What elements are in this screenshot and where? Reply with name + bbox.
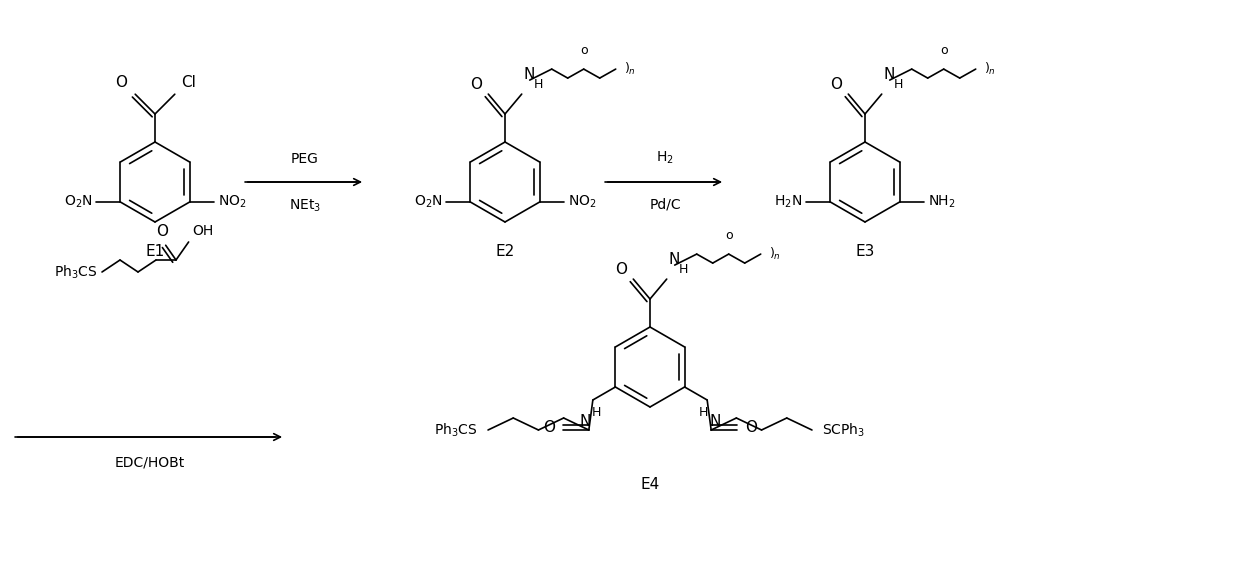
Text: O: O (156, 224, 167, 239)
Text: E2: E2 (495, 244, 515, 259)
Text: Ph$_3$CS: Ph$_3$CS (55, 263, 98, 281)
Text: H$_2$N: H$_2$N (774, 194, 802, 210)
Text: O$_2$N: O$_2$N (414, 194, 443, 210)
Text: O: O (831, 77, 842, 92)
Text: H: H (593, 406, 601, 419)
Text: O: O (470, 77, 482, 92)
Text: )$_n$: )$_n$ (624, 61, 636, 77)
Text: E4: E4 (640, 477, 660, 492)
Text: N: N (579, 414, 590, 429)
Text: NO$_2$: NO$_2$ (218, 194, 247, 210)
Text: O: O (615, 262, 627, 277)
Text: H: H (894, 78, 903, 91)
Text: H: H (698, 406, 708, 419)
Text: H: H (533, 78, 543, 91)
Text: O: O (115, 75, 128, 90)
Text: N: N (884, 67, 895, 82)
Text: )$_n$: )$_n$ (983, 61, 996, 77)
Text: NO$_2$: NO$_2$ (568, 194, 596, 210)
Text: NH$_2$: NH$_2$ (928, 194, 955, 210)
Text: )$_n$: )$_n$ (769, 246, 781, 262)
Text: Ph$_3$CS: Ph$_3$CS (434, 422, 479, 439)
Text: Pd/C: Pd/C (650, 198, 681, 212)
Text: H: H (678, 263, 688, 276)
Text: o: o (580, 44, 588, 57)
Text: NEt$_3$: NEt$_3$ (289, 198, 321, 214)
Text: Cl: Cl (181, 75, 196, 90)
Text: o: o (725, 229, 733, 242)
Text: N: N (709, 414, 720, 429)
Text: N: N (523, 67, 536, 82)
Text: E1: E1 (145, 244, 165, 259)
Text: o: o (940, 44, 947, 57)
Text: SCPh$_3$: SCPh$_3$ (822, 422, 866, 439)
Text: O: O (543, 420, 554, 435)
Text: EDC/HOBt: EDC/HOBt (115, 455, 185, 469)
Text: OH: OH (192, 224, 213, 238)
Text: E3: E3 (856, 244, 874, 259)
Text: O$_2$N: O$_2$N (63, 194, 92, 210)
Text: PEG: PEG (291, 152, 319, 166)
Text: O: O (745, 420, 758, 435)
Text: N: N (668, 252, 680, 267)
Text: H$_2$: H$_2$ (656, 150, 673, 166)
